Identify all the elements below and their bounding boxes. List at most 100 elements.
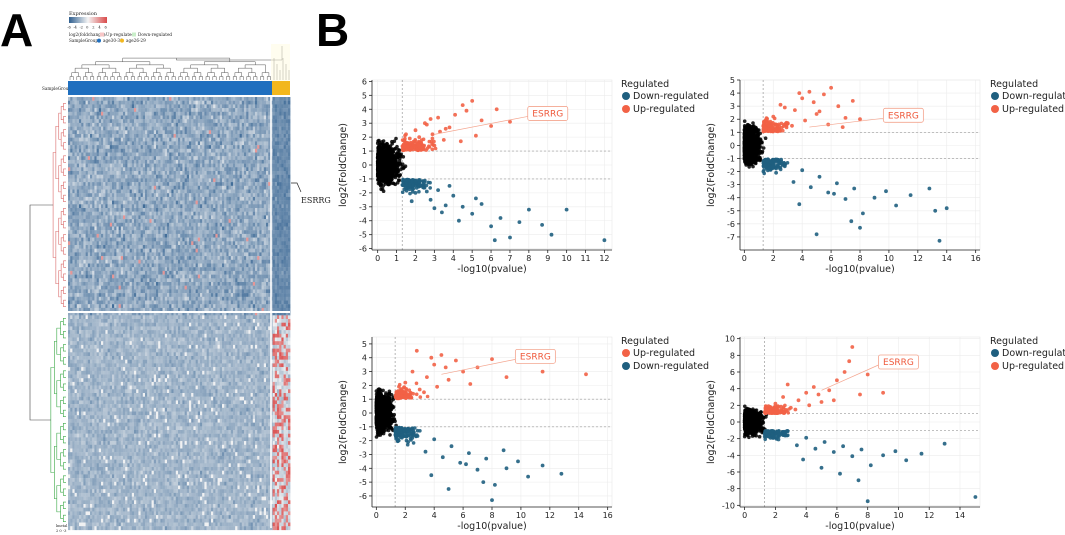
- heatmap-cell: [136, 167, 139, 172]
- heatmap-cell: [125, 267, 128, 272]
- heatmap-cell: [272, 122, 275, 127]
- heatmap-cell: [164, 189, 168, 194]
- heatmap-cell: [103, 119, 106, 124]
- heatmap-cell: [279, 100, 282, 105]
- heatmap-cell: [277, 245, 280, 249]
- heatmap-cell: [87, 148, 91, 153]
- heatmap-cell: [85, 233, 88, 238]
- heatmap-cell: [239, 241, 242, 246]
- heatmap-cell: [96, 226, 99, 231]
- heatmap-cell: [200, 219, 203, 223]
- heatmap-cell: [142, 200, 146, 205]
- heatmap-cell: [107, 226, 110, 231]
- heatmap-cell: [173, 256, 176, 260]
- heatmap-cell: [72, 189, 75, 194]
- heatmap-cell: [281, 163, 284, 168]
- heatmap-cell: [250, 196, 253, 201]
- heatmap-cell: [235, 122, 238, 127]
- heatmap-cell: [215, 115, 218, 120]
- heatmap-cell: [197, 167, 201, 172]
- heatmap-cell: [90, 185, 93, 190]
- heatmap-cell: [219, 233, 223, 238]
- heatmap-cell: [252, 148, 256, 153]
- heatmap-cell: [125, 122, 128, 127]
- heatmap-cell: [127, 126, 130, 131]
- heatmap-cell: [151, 185, 154, 190]
- heatmap-cell: [237, 148, 240, 153]
- heatmap-cell: [125, 174, 128, 179]
- heatmap-cell: [180, 237, 183, 242]
- heatmap-cell: [162, 204, 165, 209]
- heatmap-cell: [197, 156, 201, 161]
- dendrogram-branch: [60, 452, 64, 467]
- heatmap-cell: [145, 189, 148, 194]
- heatmap-cell: [255, 97, 258, 101]
- heatmap-cell: [123, 230, 126, 235]
- heatmap-cell: [142, 111, 146, 116]
- dendrogram-branch: [192, 76, 197, 80]
- heatmap-cell: [226, 122, 229, 127]
- heatmap-cell: [107, 215, 110, 220]
- heatmap-cell: [70, 252, 73, 257]
- heatmap-cell: [279, 226, 282, 231]
- heatmap-cell: [200, 196, 203, 201]
- heatmap-cell: [257, 230, 260, 235]
- heatmap-cell: [208, 119, 212, 124]
- heatmap-cell: [244, 196, 247, 201]
- heatmap-cell: [116, 134, 119, 138]
- heatmap-cell: [259, 163, 262, 168]
- heatmap-cell: [79, 185, 82, 190]
- heatmap-cell: [83, 104, 86, 109]
- heatmap-cell: [252, 204, 256, 209]
- heatmap-cell: [158, 156, 161, 161]
- heatmap-cell: [248, 126, 251, 131]
- heatmap-cell: [244, 122, 247, 127]
- heatmap-cell: [169, 245, 172, 249]
- heatmap-cell: [263, 141, 267, 146]
- heatmap-cell: [173, 211, 176, 216]
- heatmap-cell: [72, 241, 75, 246]
- heatmap-cell: [230, 159, 234, 164]
- heatmap-cell: [222, 226, 225, 231]
- heatmap-cell: [193, 248, 196, 253]
- heatmap-cell: [103, 222, 106, 227]
- heatmap-cell: [169, 226, 172, 231]
- heatmap-cell: [74, 126, 77, 131]
- heatmap-cell: [228, 137, 231, 142]
- heatmap-cell: [90, 104, 93, 109]
- heatmap-cell: [96, 270, 99, 275]
- heatmap-cell: [272, 174, 275, 179]
- heatmap-cell: [140, 152, 143, 157]
- heatmap-cell: [182, 189, 185, 194]
- heatmap-cell: [281, 159, 284, 164]
- heatmap-cell: [202, 208, 205, 212]
- heatmap-cell: [268, 111, 271, 116]
- heatmap-cell: [81, 263, 84, 268]
- heatmap-cell: [76, 200, 80, 205]
- heatmap-cell: [180, 259, 183, 264]
- heatmap-cell: [74, 226, 77, 231]
- heatmap-cell: [112, 122, 115, 127]
- heatmap-cell: [180, 200, 183, 205]
- heatmap-cell: [237, 215, 240, 220]
- heatmap-cell: [160, 159, 163, 164]
- heatmap-cell: [125, 119, 128, 124]
- heatmap-cell: [215, 259, 218, 264]
- heatmap-cell: [87, 111, 91, 116]
- heatmap-cell: [160, 270, 163, 275]
- heatmap-cell: [281, 189, 284, 194]
- heatmap-cell: [204, 200, 207, 205]
- heatmap-cell: [138, 115, 141, 120]
- heatmap-cell: [237, 200, 240, 205]
- heatmap-cell: [206, 263, 209, 268]
- heatmap-cell: [263, 148, 267, 153]
- heatmap-cell: [213, 185, 216, 190]
- heatmap-cell: [277, 252, 280, 257]
- heatmap-cell: [98, 237, 102, 242]
- heatmap-cell: [156, 141, 159, 146]
- heatmap-cell: [98, 193, 102, 198]
- heatmap-cell: [101, 252, 104, 257]
- heatmap-cell: [96, 245, 99, 249]
- heatmap-cell: [244, 193, 247, 198]
- heatmap-cell: [215, 185, 218, 190]
